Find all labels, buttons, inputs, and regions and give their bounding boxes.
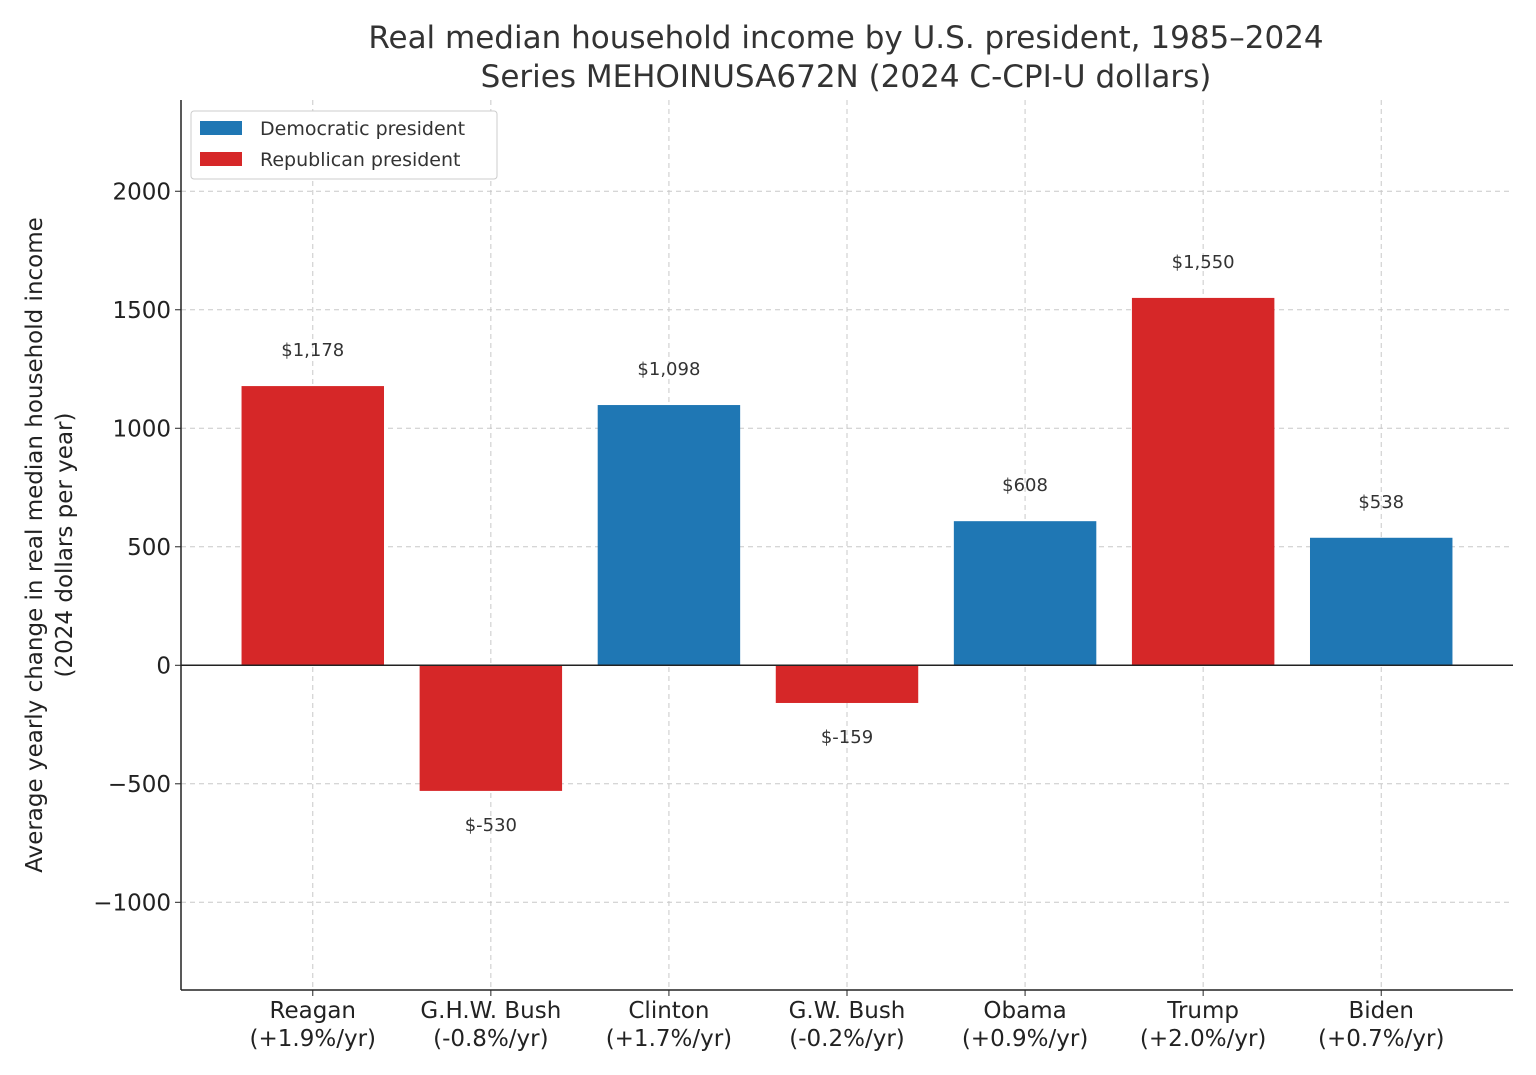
y-tick-label: 1000 (112, 416, 171, 442)
x-tick-sublabel: (+0.7%/yr) (1318, 1026, 1444, 1052)
y-tick-label: −500 (108, 772, 171, 798)
x-tick-label: Reagan (270, 998, 356, 1024)
y-axis-label: Average yearly change in real median hou… (22, 217, 78, 873)
data-labels: $1,178 $-530 $1,098 $-159 $608 $1,550 $538 (281, 252, 1404, 836)
data-label: $1,178 (281, 340, 344, 361)
legend-label-republican: Republican president (260, 149, 461, 171)
x-tick-sublabel: (+1.9%/yr) (250, 1026, 376, 1052)
legend-frame (190, 110, 498, 180)
x-tick-label: G.W. Bush (789, 998, 906, 1024)
data-label: $608 (1002, 475, 1048, 496)
data-label: $-159 (821, 727, 873, 748)
bars (241, 297, 1453, 791)
x-tick-sublabel: (-0.8%/yr) (433, 1026, 549, 1052)
legend-swatch-democratic (200, 121, 242, 135)
data-label: $1,098 (637, 359, 700, 380)
x-tick-sublabel: (+2.0%/yr) (1140, 1026, 1266, 1052)
bar-clinton (597, 405, 741, 666)
data-label: $538 (1358, 492, 1404, 513)
legend-label-democratic: Democratic president (260, 118, 465, 140)
bar-g-w-bush (775, 665, 919, 703)
x-tick-label: Obama (983, 998, 1066, 1024)
chart-subtitle: Series MEHOINUSA672N (2024 C-CPI-U dolla… (481, 59, 1212, 95)
y-tick-label: 0 (156, 653, 171, 679)
x-tick-label: Clinton (628, 998, 709, 1024)
bar-biden (1309, 537, 1453, 666)
legend: Democratic president Republican presiden… (190, 110, 498, 180)
y-axis-label-line1: Average yearly change in real median hou… (22, 217, 48, 873)
axes: −1000 −500 0 500 1000 1500 2000 Reagan(+1.9%/yr… (93, 100, 1513, 1052)
chart-title: Real median household income by U.S. pre… (368, 20, 1323, 56)
x-tick-sublabel: (+1.7%/yr) (606, 1026, 732, 1052)
bar-trump (1131, 297, 1275, 666)
data-label: $-530 (465, 815, 517, 836)
y-tick-label: 500 (127, 535, 171, 561)
legend-swatch-republican (200, 152, 242, 166)
x-tick-sublabel: (-0.2%/yr) (789, 1026, 905, 1052)
x-tick-label: G.H.W. Bush (420, 998, 561, 1024)
x-tick-sublabel: (+0.9%/yr) (962, 1026, 1088, 1052)
x-tick-label: Trump (1166, 998, 1239, 1024)
data-label: $1,550 (1172, 252, 1235, 273)
bar-obama (953, 521, 1097, 666)
y-tick-label: −1000 (93, 890, 171, 916)
x-tick-label: Biden (1348, 998, 1414, 1024)
y-axis-label-line2: (2024 dollars per year) (52, 413, 78, 678)
bar-g-h-w-bush (419, 665, 563, 791)
y-tick-label: 2000 (112, 179, 171, 205)
y-tick-label: 1500 (112, 298, 171, 324)
bar-reagan (241, 386, 385, 666)
